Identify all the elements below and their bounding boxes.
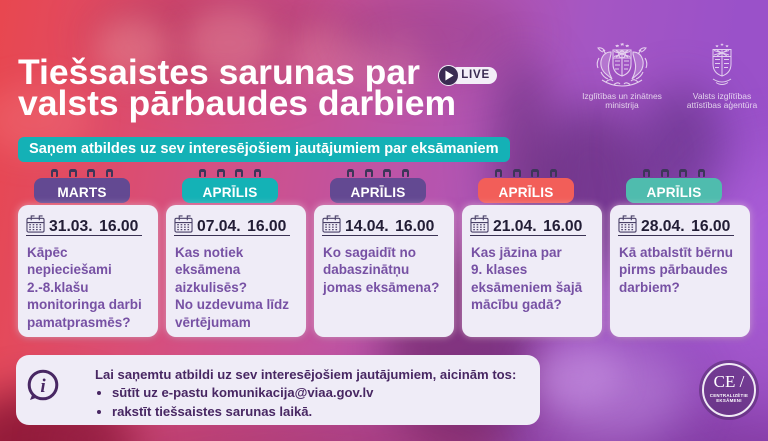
svg-text:i: i xyxy=(40,376,46,397)
